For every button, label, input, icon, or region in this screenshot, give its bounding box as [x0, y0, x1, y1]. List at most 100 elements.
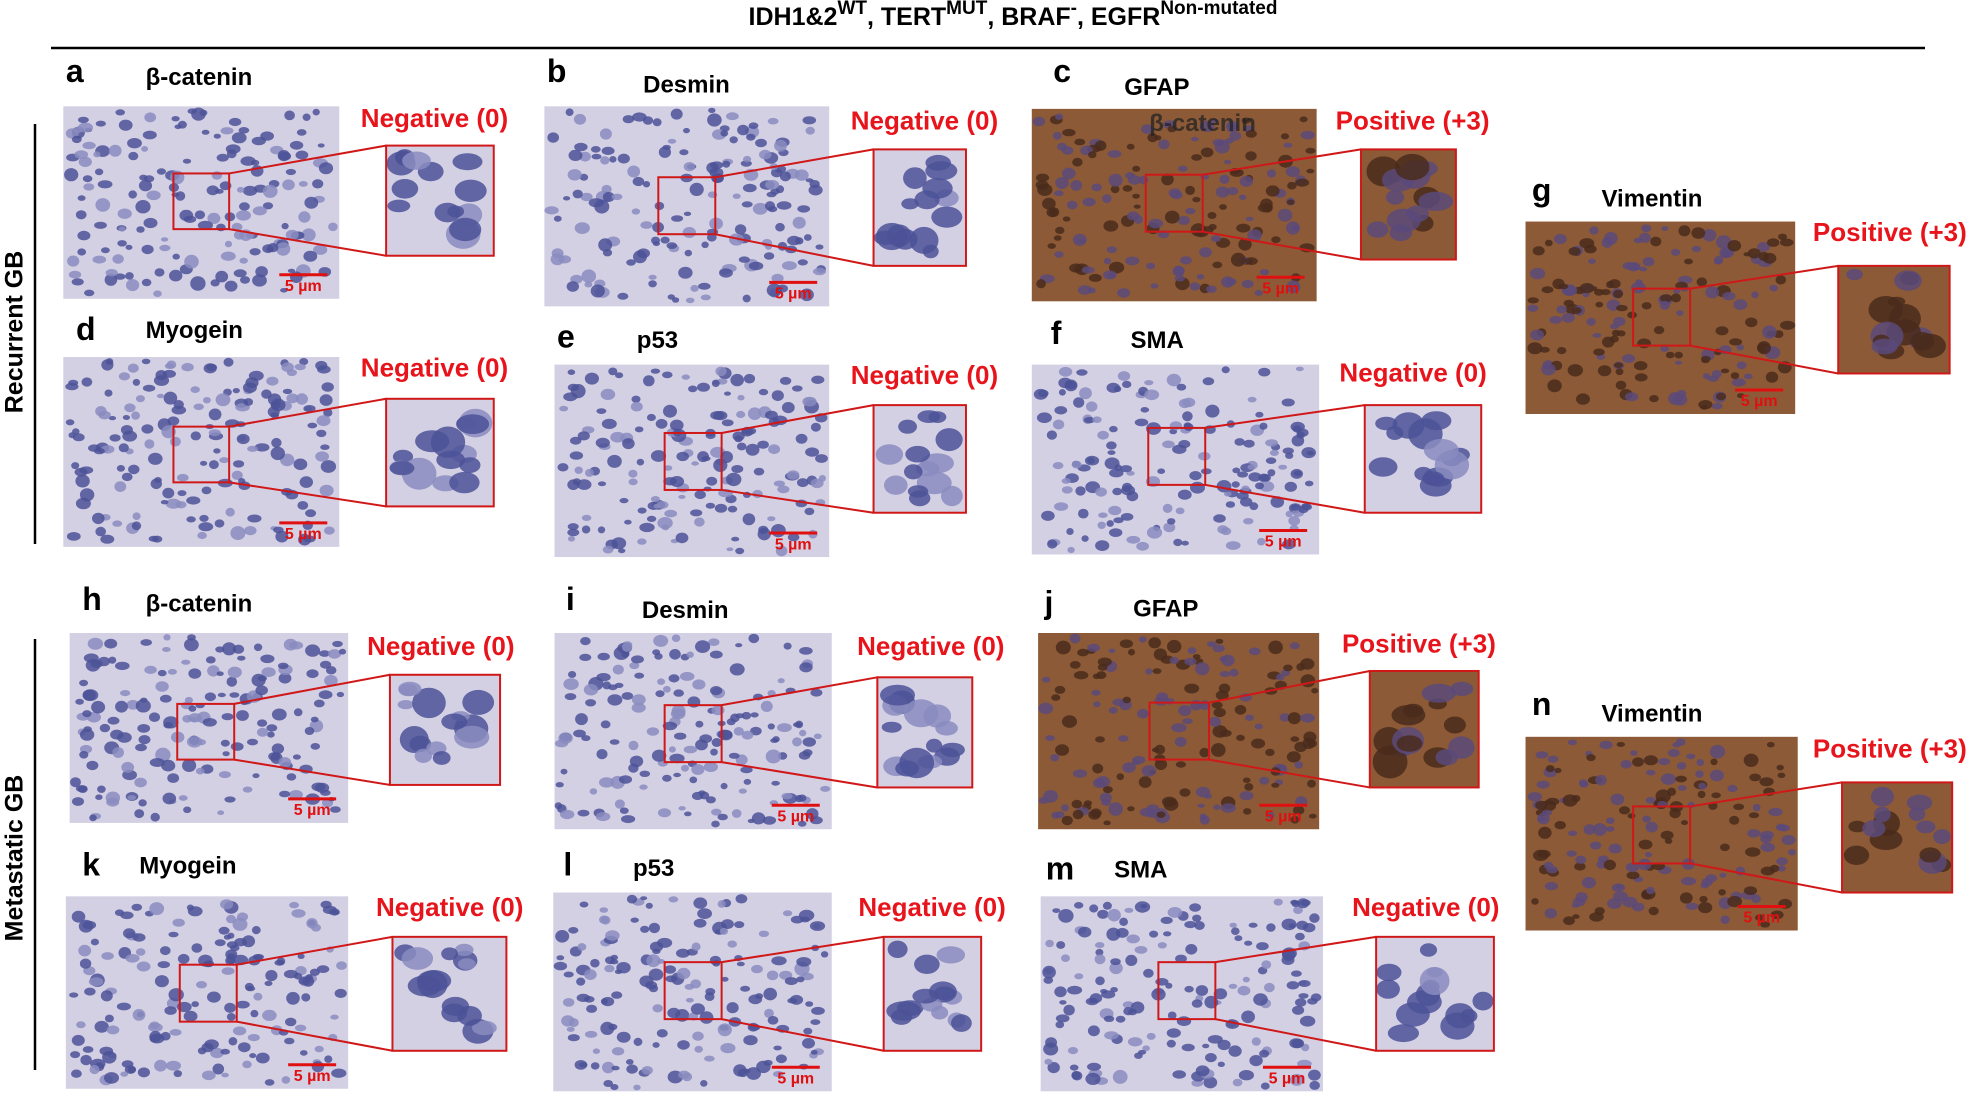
- nucleus: [1074, 902, 1084, 909]
- nucleus: [160, 237, 169, 242]
- nucleus: [1076, 369, 1088, 376]
- inset-frame: [876, 676, 974, 789]
- nucleus: [1069, 633, 1081, 644]
- nucleus: [186, 496, 201, 505]
- nucleus: [1597, 365, 1612, 377]
- nucleus: [306, 669, 319, 679]
- nucleus: [1244, 783, 1254, 791]
- nucleus: [187, 108, 197, 114]
- nucleus: [1095, 948, 1104, 956]
- marker-label: SMA: [1131, 327, 1184, 354]
- result-label: Negative (0): [857, 631, 1004, 661]
- nucleus: [303, 250, 318, 262]
- inset-frame: [1368, 669, 1480, 789]
- nucleus: [1081, 535, 1089, 542]
- nucleus: [1418, 191, 1454, 211]
- nucleus: [101, 247, 110, 254]
- nucleus: [164, 363, 175, 369]
- nucleus: [319, 394, 333, 406]
- nucleus: [336, 691, 345, 698]
- nucleus: [1605, 826, 1615, 832]
- nucleus: [1743, 753, 1759, 767]
- nucleus: [1248, 647, 1261, 656]
- nucleus: [1221, 654, 1235, 667]
- nucleus: [177, 490, 187, 497]
- nucleus: [684, 249, 692, 257]
- nucleus: [1736, 393, 1745, 399]
- nucleus: [1575, 892, 1588, 903]
- nucleus: [1405, 205, 1429, 223]
- nucleus: [231, 470, 243, 480]
- nucleus: [1207, 1035, 1223, 1044]
- nucleus: [316, 415, 331, 427]
- nucleus: [775, 222, 785, 232]
- nucleus: [1546, 865, 1558, 874]
- nucleus: [75, 474, 90, 488]
- nucleus: [779, 376, 792, 385]
- nucleus: [199, 109, 208, 116]
- nucleus: [190, 276, 206, 291]
- nucleus: [655, 418, 668, 429]
- nucleus: [138, 799, 147, 807]
- nucleus: [162, 487, 175, 499]
- nucleus: [1148, 218, 1164, 229]
- nucleus: [1697, 790, 1706, 799]
- nucleus: [159, 694, 172, 703]
- nucleus: [670, 108, 683, 120]
- nucleus: [233, 230, 245, 240]
- nucleus: [1167, 639, 1182, 654]
- nucleus: [728, 752, 740, 759]
- nucleus: [1052, 462, 1064, 470]
- nucleus: [184, 254, 199, 269]
- nucleus: [614, 799, 625, 809]
- nucleus: [210, 1047, 224, 1059]
- nucleus: [1608, 279, 1621, 289]
- nucleus: [1189, 282, 1201, 291]
- nucleus: [430, 426, 466, 458]
- nucleus: [646, 413, 656, 422]
- nucleus: [170, 436, 181, 447]
- nucleus: [731, 465, 744, 473]
- nucleus: [898, 419, 917, 434]
- zoom-connector: [1202, 230, 1362, 261]
- nucleus: [1919, 847, 1941, 863]
- nucleus: [251, 136, 266, 146]
- nucleus: [1038, 389, 1049, 398]
- nucleus: [1166, 373, 1182, 387]
- micrograph: [1038, 633, 1320, 830]
- nucleus: [239, 202, 250, 211]
- nucleus: [1179, 788, 1191, 797]
- nucleus: [1107, 908, 1121, 922]
- nucleus: [631, 395, 641, 403]
- nucleus: [710, 161, 724, 169]
- nucleus: [293, 972, 303, 980]
- nucleus: [743, 155, 752, 163]
- nucleus: [1711, 370, 1722, 379]
- nucleus: [1234, 935, 1243, 942]
- title-superscript: Non-mutated: [1160, 0, 1277, 19]
- inset-frame: [872, 404, 967, 514]
- nucleus: [454, 725, 490, 749]
- nucleus: [1302, 737, 1315, 750]
- nucleus: [648, 274, 657, 280]
- marker-label: p53: [637, 327, 678, 354]
- nucleus: [683, 127, 690, 134]
- nucleus: [250, 159, 260, 166]
- nucleus: [1199, 747, 1210, 758]
- nucleus: [576, 479, 592, 490]
- nucleus: [690, 1003, 706, 1015]
- nucleus: [629, 755, 644, 768]
- nucleus: [168, 931, 179, 938]
- nucleus: [1776, 764, 1784, 771]
- nucleus: [676, 948, 690, 958]
- nucleus: [1619, 806, 1630, 815]
- nucleus: [172, 253, 180, 260]
- nucleus: [1613, 362, 1624, 369]
- nucleus: [122, 415, 130, 420]
- row-label: Recurrent GB: [1, 251, 29, 414]
- nucleus: [1544, 908, 1558, 919]
- nucleus: [281, 1076, 291, 1084]
- nucleus: [633, 1084, 641, 1091]
- nucleus: [724, 391, 731, 396]
- nucleus: [576, 993, 590, 1003]
